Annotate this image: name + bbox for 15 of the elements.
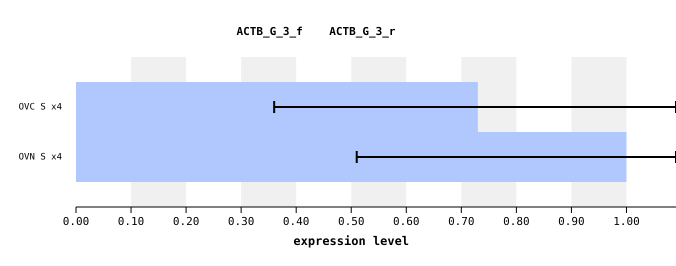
x-tick-label: 0.80 — [503, 215, 530, 228]
x-tick-label: 0.20 — [172, 215, 200, 228]
x-tick-label: 0.60 — [393, 215, 420, 228]
x-tick-label: 1.00 — [613, 215, 640, 228]
y-tick-label: OVC S x4 — [18, 102, 62, 112]
x-tick-label: 0.50 — [338, 215, 364, 228]
x-tick-label: 0.00 — [62, 215, 90, 228]
x-tick-label: 0.70 — [448, 215, 475, 228]
y-tick-label: OVN S x4 — [18, 152, 62, 162]
x-tick-label: 0.90 — [558, 215, 585, 228]
x-tick-label: 0.40 — [282, 215, 310, 228]
x-axis-title: expression level — [293, 234, 410, 248]
chart-title: ACTB_G_3_f ACTB_G_3_r — [236, 25, 396, 38]
x-tick-label: 0.30 — [228, 215, 254, 228]
x-tick-label: 0.10 — [118, 215, 144, 228]
